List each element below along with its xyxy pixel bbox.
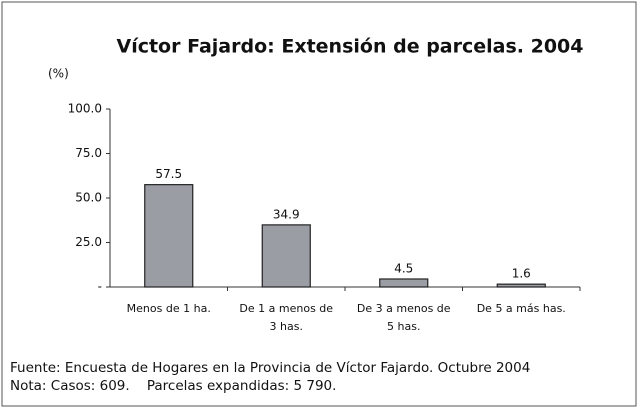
chart-title: Víctor Fajardo: Extensión de parcelas. 2… [116,36,583,58]
y-tick-label: 50.0 [75,191,102,205]
data-label: 34.9 [273,207,300,221]
y-tick-label: 25.0 [75,235,102,249]
x-tick-label: De 5 a más has. [477,302,566,315]
y-tick-label: 75.0 [75,146,102,160]
x-tick-label: Menos de 1 ha. [127,302,211,315]
source: Fuente: Encuesta de Hogares en la Provin… [10,360,530,376]
x-tick-label: De 3 a menos de 5 has. [357,302,451,333]
data-label: 1.6 [512,267,531,281]
bar [496,283,546,288]
y-tick-label: - [98,280,102,294]
y-tick-label: 100.0 [68,102,102,116]
data-label: 4.5 [394,261,413,275]
note: Nota: Casos: 609. Parcelas expandidas: 5… [10,378,336,394]
bar [379,278,429,288]
x-tick-label: De 1 a menos de 3 has. [239,302,333,333]
y-axis-label: (%) [48,67,69,81]
bar [261,224,311,288]
bar [144,184,194,288]
data-label: 57.5 [155,167,182,181]
